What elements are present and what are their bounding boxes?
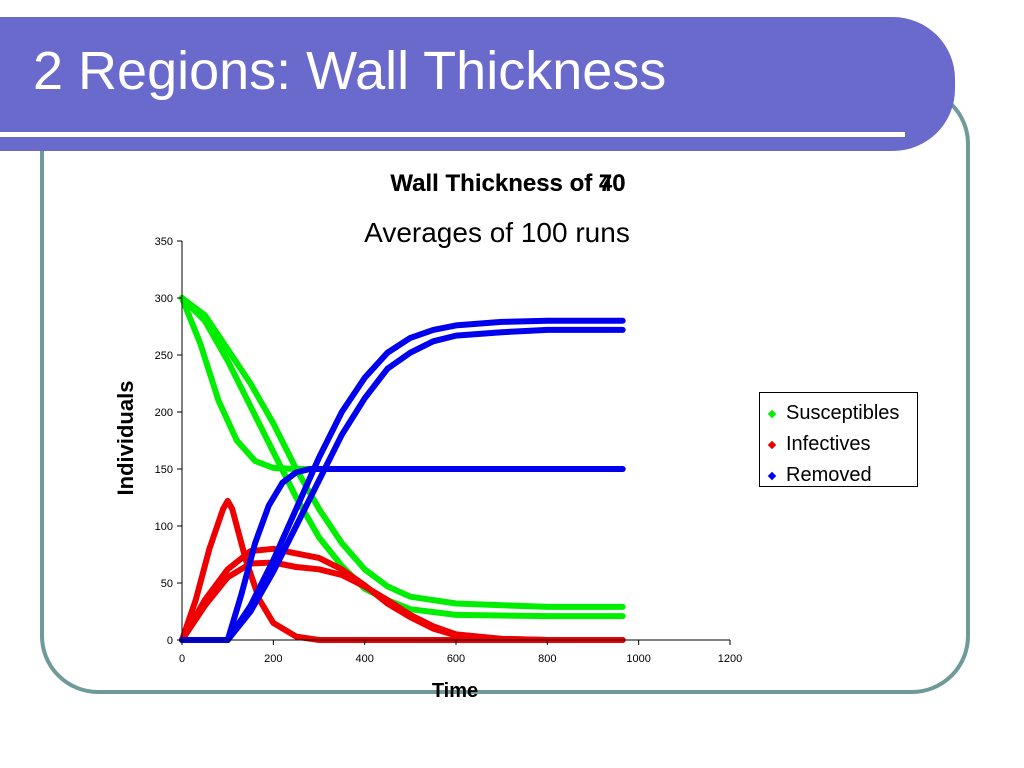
x-tick-label: 800 [538,653,556,665]
diamond-marker-icon [767,409,777,418]
legend-item-infectives: Infectives [760,429,917,460]
series-line-removed-8 [179,326,626,643]
title-underline [0,132,905,137]
legend-label: Removed [786,464,872,486]
legend-label: Infectives [786,433,871,455]
series-layer [179,295,626,643]
chart-title-overlap: Wall Thickness of 40 [390,170,625,197]
diamond-marker-icon [767,471,777,480]
series-line-removed-7 [179,317,626,643]
x-tick-label: 1200 [718,653,742,665]
x-tick-label: 400 [355,653,373,665]
x-tick-label: 0 [179,653,185,665]
y-tick-label: 150 [155,464,173,476]
chart-legend: Susceptibles Infectives Removed [759,392,918,487]
legend-item-susceptibles: Susceptibles [760,398,917,429]
chart-subtitle: Averages of 100 runs [364,217,630,248]
y-tick-label: 100 [155,521,173,533]
series-line-susceptibles-1 [179,295,626,620]
y-tick-label: 250 [155,350,173,362]
y-tick-label: 50 [161,578,173,590]
chart-title: Wall Thickness of 70 [390,170,625,197]
x-tick-label: 1000 [626,653,650,665]
series-line-removed-6 [179,466,626,643]
diamond-marker-icon [767,440,777,449]
y-tick-label: 0 [167,635,173,647]
x-axis-label: Time [432,680,478,702]
legend-item-removed: Removed [760,460,917,491]
x-tick-label: 200 [264,653,282,665]
legend-label: Susceptibles [786,402,900,424]
title-banner [0,17,955,151]
slide-title: 2 Regions: Wall Thickness [33,41,667,101]
y-axis-label: Individuals [113,381,138,496]
y-tick-label: 350 [155,236,173,248]
y-tick-label: 200 [155,407,173,419]
ticks-layer: 0 200 400 600 800 1000 1200 0 50 100 150 200 250 300 3… [155,236,743,665]
x-tick-label: 600 [447,653,465,665]
y-tick-label: 300 [155,293,173,305]
series-line-infectives-5 [179,559,626,643]
series-line-susceptibles-2 [179,295,626,610]
